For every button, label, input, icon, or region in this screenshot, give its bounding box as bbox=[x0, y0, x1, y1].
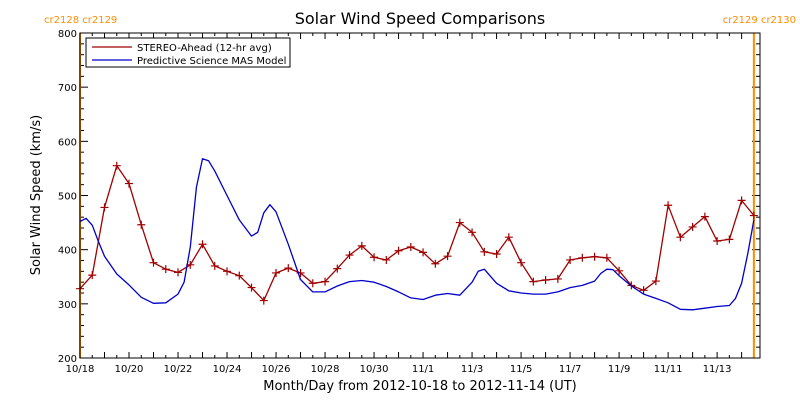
stereo-ahead-point bbox=[149, 258, 158, 267]
plot-frame bbox=[79, 32, 761, 359]
x-tick-label: 11/11 bbox=[654, 364, 683, 375]
y-tick-label: 500 bbox=[58, 192, 77, 203]
rotation-marker-label-end: cr2129 cr2130 bbox=[723, 15, 796, 26]
chart-title: Solar Wind Speed Comparisons bbox=[295, 9, 546, 28]
y-tick-label: 800 bbox=[58, 29, 77, 40]
legend-box bbox=[85, 37, 291, 68]
stereo-ahead-point bbox=[443, 252, 452, 261]
stereo-ahead-point bbox=[223, 267, 232, 276]
mas-model-line bbox=[79, 158, 755, 311]
stereo-ahead-point bbox=[431, 259, 440, 268]
stereo-ahead-point bbox=[88, 271, 97, 280]
stereo-ahead-point bbox=[235, 271, 244, 280]
stereo-ahead-point bbox=[578, 253, 587, 262]
x-tick-label: 10/24 bbox=[213, 364, 242, 375]
stereo-ahead-point bbox=[529, 277, 538, 286]
stereo-ahead-point bbox=[517, 258, 526, 267]
stereo-ahead-point bbox=[455, 218, 464, 227]
y-tick-label: 200 bbox=[58, 354, 77, 365]
stereo-ahead-point bbox=[541, 276, 550, 284]
stereo-ahead-point bbox=[161, 265, 170, 274]
stereo-ahead-point bbox=[137, 220, 146, 229]
stereo-ahead-point bbox=[480, 247, 489, 256]
stereo-ahead-point bbox=[247, 283, 256, 292]
stereo-ahead-point bbox=[259, 296, 268, 305]
stereo-ahead-point bbox=[700, 212, 709, 221]
x-tick-label: 11/1 bbox=[412, 364, 434, 375]
stereo-ahead-point bbox=[382, 255, 391, 264]
stereo-ahead-point bbox=[321, 277, 330, 286]
stereo-ahead-point bbox=[125, 179, 134, 188]
y-tick-label: 400 bbox=[58, 246, 77, 257]
x-tick-label: 10/26 bbox=[262, 364, 291, 375]
stereo-ahead-point bbox=[713, 237, 722, 245]
stereo-ahead-point bbox=[370, 253, 379, 262]
y-axis-title: Solar Wind Speed (km/s) bbox=[29, 115, 44, 275]
legend: STEREO-Ahead (12-hr avg) Predictive Scie… bbox=[85, 37, 291, 68]
x-tick-label: 10/28 bbox=[311, 364, 340, 375]
legend-label-mas-model: Predictive Science MAS Model bbox=[137, 56, 286, 67]
stereo-ahead-point bbox=[725, 235, 734, 244]
legend-label-stereo: STEREO-Ahead (12-hr avg) bbox=[137, 43, 272, 54]
stereo-ahead-line bbox=[79, 165, 755, 302]
stereo-ahead-point bbox=[553, 274, 562, 283]
stereo-ahead-point bbox=[676, 233, 685, 242]
x-tick-label: 11/13 bbox=[703, 364, 732, 375]
stereo-ahead-point bbox=[174, 268, 183, 277]
x-axis-title: Month/Day from 2012-10-18 to 2012-11-14 … bbox=[263, 379, 576, 394]
stereo-ahead-point bbox=[333, 264, 342, 273]
stereo-ahead-point bbox=[602, 253, 611, 262]
stereo-ahead-point bbox=[651, 277, 660, 286]
x-tick-label: 11/7 bbox=[559, 364, 581, 375]
plot-area: 200 300 400 500 600 700 800 10/18 10/20 10/22 10/2… bbox=[58, 29, 760, 375]
y-tick-label: 300 bbox=[58, 300, 77, 311]
stereo-ahead-point bbox=[284, 264, 293, 273]
rotation-marker-label-start: cr2128 cr2129 bbox=[44, 15, 117, 26]
x-tick-label: 11/5 bbox=[510, 364, 532, 375]
y-tick-label: 600 bbox=[58, 137, 77, 148]
stereo-ahead-point bbox=[504, 233, 513, 242]
stereo-ahead-point bbox=[639, 286, 648, 295]
stereo-ahead-point bbox=[615, 266, 624, 275]
stereo-ahead-point bbox=[210, 261, 219, 270]
stereo-ahead-point bbox=[198, 240, 207, 249]
stereo-ahead-point bbox=[406, 242, 415, 251]
x-tick-label: 10/22 bbox=[164, 364, 193, 375]
x-tick-label: 11/3 bbox=[461, 364, 483, 375]
x-tick-label: 10/18 bbox=[66, 364, 95, 375]
stereo-ahead-point bbox=[357, 241, 366, 250]
stereo-ahead-point bbox=[419, 248, 428, 257]
y-tick-label: 700 bbox=[58, 83, 77, 94]
stereo-ahead-point bbox=[468, 228, 477, 237]
stereo-ahead-point bbox=[566, 255, 575, 264]
x-tick-label: 10/20 bbox=[115, 364, 144, 375]
stereo-ahead-point bbox=[100, 203, 109, 212]
stereo-ahead-point bbox=[308, 279, 317, 288]
stereo-ahead-point bbox=[664, 201, 673, 210]
stereo-ahead-point bbox=[394, 246, 403, 255]
stereo-ahead-point bbox=[112, 161, 121, 170]
stereo-ahead-point bbox=[345, 251, 354, 260]
stereo-ahead-point bbox=[688, 222, 697, 231]
x-tick-label: 10/30 bbox=[360, 364, 389, 375]
stereo-ahead-point bbox=[492, 250, 501, 258]
stereo-ahead-point bbox=[749, 211, 758, 220]
stereo-ahead-point bbox=[590, 252, 599, 261]
stereo-ahead-point bbox=[737, 196, 746, 205]
stereo-ahead-point bbox=[272, 268, 281, 277]
x-tick-label: 11/9 bbox=[608, 364, 630, 375]
